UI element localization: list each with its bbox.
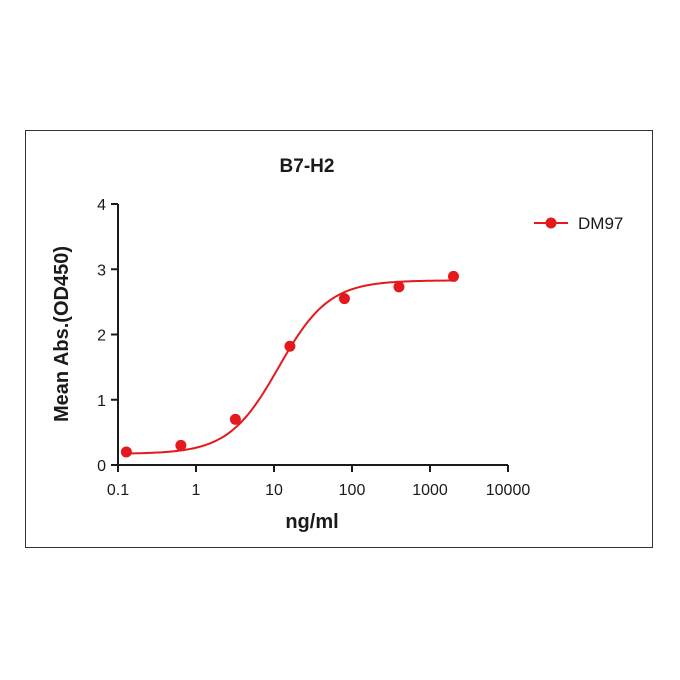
data-point [338, 293, 350, 305]
y-tick-label: 4 [97, 197, 106, 214]
x-tick-label: 10000 [486, 482, 531, 499]
chart-frame [25, 130, 653, 548]
x-tick-label: 10 [265, 482, 283, 499]
legend: DM97 [534, 214, 623, 233]
fit-curve [126, 279, 454, 455]
plot-area [120, 270, 459, 458]
x-axis: 0.1 1 10 100 1000 10000 [107, 464, 531, 499]
data-point [175, 439, 187, 451]
x-tick-label: 100 [339, 482, 366, 499]
data-point [447, 270, 459, 282]
y-tick-label: 1 [97, 393, 106, 410]
legend-label: DM97 [578, 214, 623, 233]
y-tick-label: 2 [97, 328, 106, 345]
data-point [284, 340, 296, 352]
data-point [229, 413, 241, 425]
data-point [120, 446, 132, 458]
chart-title: B7-H2 [280, 156, 335, 177]
y-tick-label: 3 [97, 262, 106, 279]
data-point [393, 281, 405, 293]
y-tick-label: 0 [97, 458, 106, 475]
x-axis-label: ng/ml [285, 511, 338, 533]
x-tick-label: 0.1 [107, 482, 129, 499]
x-tick-label: 1000 [412, 482, 448, 499]
y-axis: 0 1 2 3 4 [97, 197, 119, 475]
x-tick-label: 1 [192, 482, 201, 499]
y-axis-label: Mean Abs.(OD450) [51, 246, 73, 422]
legend-marker [545, 217, 557, 229]
